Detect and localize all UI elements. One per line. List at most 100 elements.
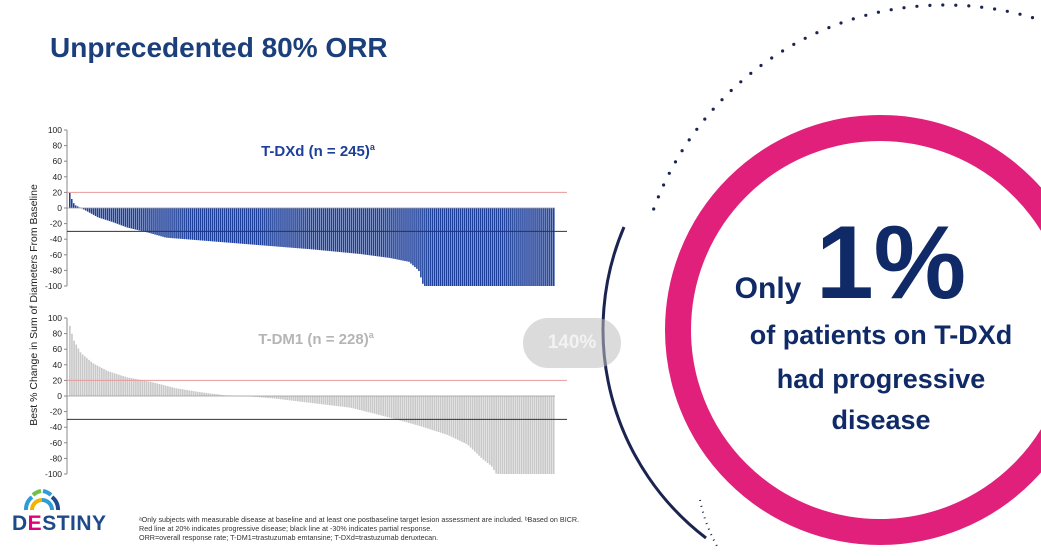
tdxd-bar (437, 208, 440, 286)
tdm1-bar (269, 396, 272, 399)
tdxd-bar (293, 208, 295, 248)
tdm1-bar (369, 396, 372, 413)
tdxd-bar (467, 208, 470, 286)
tdm1-bar (175, 388, 178, 396)
callout-line-2: had progressive (777, 364, 986, 394)
tdxd-bar (303, 208, 305, 249)
tdm1-bar (284, 396, 286, 400)
tdxd-bar (449, 208, 452, 286)
tdxd-bar (402, 208, 404, 261)
tdxd-ytick-label: -80 (50, 265, 63, 275)
tdxd-bar (88, 208, 91, 213)
tdm1-bar (314, 396, 316, 404)
logo-text-suffix: STINY (42, 512, 107, 535)
tdm1-bar (486, 396, 489, 464)
tdxd-bar (152, 208, 154, 235)
tdxd-bar (553, 208, 555, 286)
tdm1-bar (399, 396, 402, 421)
tdxd-bar (162, 208, 164, 237)
tdm1-bar (358, 396, 361, 410)
tdm1-bar (497, 396, 500, 474)
tdxd-bar (233, 208, 236, 244)
tdm1-bar (156, 383, 159, 396)
tdm1-bar (203, 392, 205, 396)
zoom-level-badge[interactable]: 140% (523, 318, 621, 368)
tdm1-bar (467, 396, 470, 446)
tdxd-bar (497, 208, 500, 286)
tdxd-bar (352, 208, 355, 254)
tdxd-bar (138, 208, 140, 231)
tdm1-bar (75, 344, 78, 396)
tdm1-bar (201, 392, 203, 396)
tdxd-bar (441, 208, 444, 286)
tdxd-bar (549, 208, 551, 286)
pink-ring-decor (665, 115, 1041, 545)
tdm1-bar (179, 389, 182, 396)
tdxd-bar (519, 208, 521, 286)
tdm1-bar (218, 394, 220, 396)
tdm1-bar (523, 396, 525, 474)
tdxd-bar (398, 208, 400, 260)
tdm1-bar (318, 396, 321, 404)
tdxd-bar (344, 208, 347, 253)
tdm1-bar (491, 396, 493, 467)
tdxd-bar (481, 208, 484, 286)
tdm1-bar (505, 396, 508, 474)
tdm1-bar (164, 385, 167, 396)
tdm1-bar (128, 377, 131, 396)
tdxd-bar (529, 208, 531, 286)
tdxd-ytick-label: 20 (53, 187, 63, 197)
tdxd-bar (447, 208, 450, 286)
tdxd-bar (295, 208, 297, 249)
tdxd-bar (122, 208, 125, 227)
tdm1-bar (320, 396, 323, 405)
tdm1-bar (113, 373, 116, 396)
tdm1-bar (312, 396, 314, 404)
tdxd-bar (279, 208, 281, 247)
tdm1-bar (476, 396, 478, 454)
tdxd-bar (209, 208, 212, 242)
tdm1-bar (508, 396, 510, 474)
tdm1-bar (420, 396, 423, 427)
tdxd-bar (259, 208, 261, 246)
tdxd-bar (533, 208, 535, 286)
tdm1-bar (363, 396, 365, 412)
tdxd-bar (541, 208, 543, 286)
tdm1-bar (118, 374, 120, 396)
tdxd-bar (388, 208, 390, 258)
tdxd-bar (527, 208, 529, 286)
tdxd-bar (245, 208, 248, 245)
tdxd-bar (106, 208, 109, 221)
tdxd-bar (96, 208, 99, 218)
tdxd-bar (148, 208, 150, 233)
tdm1-waterfall-chart: 100 80 60 40 20 0 -20 -40 -60 -80 -100 T-DM1 (n = 2… (45, 313, 567, 479)
tdxd-bar (505, 208, 507, 286)
tdm1-bar (356, 396, 359, 410)
tdxd-bar (416, 208, 418, 269)
tdm1-bar (333, 396, 335, 406)
tdxd-bar (475, 208, 478, 286)
tdxd-bar (525, 208, 527, 286)
tdm1-bar (181, 389, 184, 396)
tdxd-bar (547, 208, 549, 286)
tdm1-ytick-label: 40 (53, 360, 63, 370)
tdxd-ytick-label: -20 (50, 219, 63, 229)
tdm1-bar (105, 370, 107, 396)
tdm1-bar (352, 396, 355, 409)
tdxd-bar (154, 208, 156, 235)
tdm1-bar (401, 396, 404, 422)
tdm1-bar (260, 396, 263, 398)
tdm1-bar (288, 396, 291, 401)
tdxd-bar (76, 206, 79, 208)
tdm1-bar (92, 363, 95, 396)
tdxd-bar (275, 208, 277, 247)
tdxd-bar (261, 208, 263, 246)
logo-text-e: E (27, 512, 43, 535)
tdm1-bar (540, 396, 542, 474)
tdxd-bar (354, 208, 357, 254)
tdm1-bar (130, 378, 133, 396)
tdxd-bar (451, 208, 454, 286)
tdxd-bar (443, 208, 446, 286)
tdxd-bar (479, 208, 482, 286)
footnote: ᵃOnly subjects with measurable disease a… (139, 515, 659, 542)
